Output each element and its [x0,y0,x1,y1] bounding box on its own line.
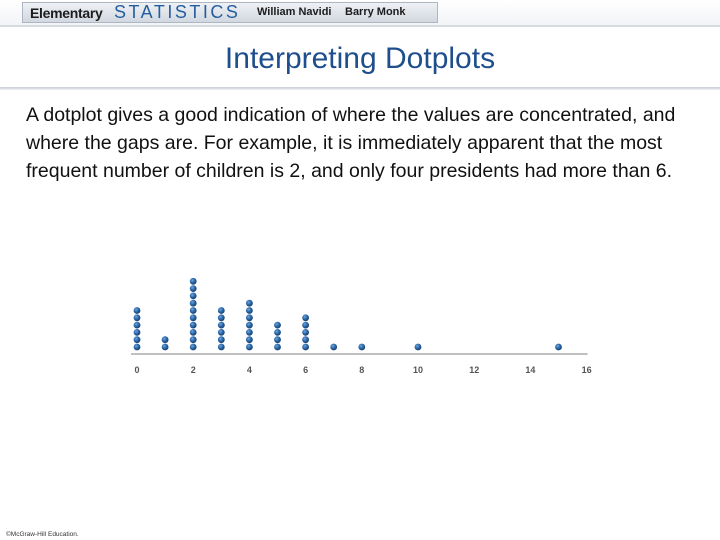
dot-x2-6 [189,307,197,314]
x-tick-label-4: 4 [247,365,252,375]
dot-x10-1 [414,343,422,351]
dot-x3-4 [217,321,225,329]
dot-x6-2 [302,336,309,344]
x-tick-label-10: 10 [413,365,423,375]
x-tick-label-0: 0 [134,365,139,375]
header-rule [0,25,720,27]
dot-x2-3 [189,329,197,336]
dot-x4-7 [246,299,253,307]
dot-x2-2 [189,336,197,344]
dot-x3-5 [217,314,225,322]
dot-x6-3 [302,329,309,336]
copyright-footer: ©McGraw-Hill Education. [6,531,79,538]
dot-x7-1 [330,343,338,351]
slide-title: Interpreting Dotplots [224,42,496,75]
dot-x3-2 [217,336,225,344]
dot-x6-1 [302,343,309,351]
dot-x4-1 [246,343,253,351]
dot-x3-1 [217,343,225,351]
dot-x2-1 [189,343,197,351]
dot-x6-4 [302,321,309,329]
series-title: STATISTICS [114,2,241,22]
dot-x2-8 [189,292,197,300]
dot-x15-1 [555,343,562,351]
dot-x5-4 [274,321,281,329]
dot-x0-2 [133,336,141,344]
dot-x6-5 [302,314,309,322]
dot-x5-1 [274,343,281,351]
dot-x2-5 [189,314,197,322]
header-plate [22,2,438,23]
dot-x0-5 [133,314,141,322]
x-tick-label-8: 8 [359,365,364,375]
x-tick-label-16: 16 [582,365,592,375]
dot-x4-3 [246,329,253,336]
dot-x4-6 [246,307,253,314]
dot-x1-2 [161,336,169,344]
series-word: Elementary [30,5,103,21]
dot-x4-4 [246,321,253,329]
dot-x2-9 [189,285,197,292]
dot-x0-4 [133,321,141,329]
dot-x0-1 [133,343,141,351]
dot-x4-2 [246,336,253,344]
author-name-1: William Navidi [257,6,332,18]
dot-x4-5 [246,314,253,322]
dot-x0-3 [133,329,141,336]
dot-x2-4 [189,321,197,329]
dot-x2-7 [189,299,197,307]
dot-x5-2 [274,336,281,344]
dot-x1-1 [161,343,169,351]
slide-body-text: A dotplot gives a good indication of whe… [26,104,676,182]
dot-x8-1 [358,343,366,351]
x-tick-label-2: 2 [191,365,196,375]
dot-x3-3 [217,329,225,336]
dot-x2-10 [189,277,197,285]
dot-x3-6 [217,307,225,314]
x-tick-label-6: 6 [303,365,308,375]
author-name-2: Barry Monk [345,6,406,18]
title-rule [0,87,720,90]
x-tick-label-12: 12 [469,365,479,375]
dot-x0-6 [133,307,141,314]
dot-x5-3 [274,329,281,336]
x-tick-label-14: 14 [525,365,535,375]
